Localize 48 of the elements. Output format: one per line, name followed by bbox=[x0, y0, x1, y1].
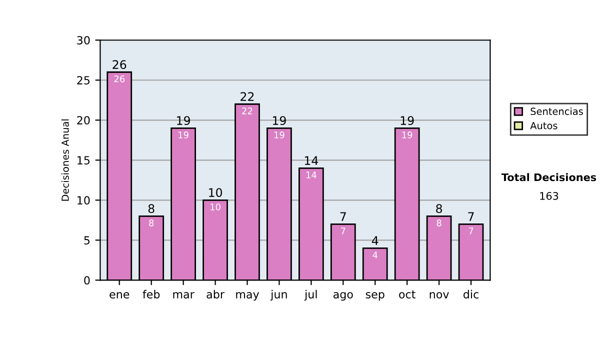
data-label: 8 bbox=[149, 220, 154, 226]
x-tick-label: may bbox=[236, 292, 260, 301]
total-label: 8 bbox=[436, 204, 442, 214]
total-label: 19 bbox=[400, 116, 414, 126]
y-tick-label: 25 bbox=[77, 76, 90, 85]
total-label: 26 bbox=[112, 60, 126, 70]
x-tick-label: abr bbox=[206, 290, 224, 298]
data-label: 19 bbox=[178, 131, 188, 138]
data-label: 10 bbox=[210, 204, 220, 210]
x-tick-label: ago bbox=[333, 292, 353, 301]
y-tick-label: 15 bbox=[78, 156, 90, 165]
x-tick-label: jun bbox=[270, 290, 287, 301]
data-label: 26 bbox=[114, 75, 125, 82]
total-label: 19 bbox=[273, 116, 286, 126]
data-label: 19 bbox=[274, 131, 284, 138]
y-tick-label: 30 bbox=[77, 36, 90, 44]
data-label: 4 bbox=[372, 252, 378, 258]
data-label: 19 bbox=[402, 131, 412, 138]
x-tick-label: nov bbox=[430, 292, 449, 298]
x-tick-label: sep bbox=[366, 292, 384, 301]
x-tick-label: dic bbox=[464, 290, 478, 298]
data-label: 7 bbox=[468, 228, 474, 234]
y-tick-label: 5 bbox=[84, 236, 90, 245]
total-label: 14 bbox=[304, 156, 318, 165]
legend-label: Autos bbox=[530, 122, 558, 130]
total-label: 4 bbox=[372, 236, 378, 245]
data-label: 22 bbox=[242, 107, 252, 114]
text: Total Decisiones bbox=[501, 173, 596, 182]
x-tick-label: feb bbox=[142, 290, 160, 298]
x-tick-label: ene bbox=[110, 292, 130, 298]
text: 163 bbox=[540, 192, 558, 200]
total-label: 7 bbox=[340, 212, 346, 221]
y-tick-label: 0 bbox=[84, 276, 90, 285]
legend-label: Sentencias bbox=[530, 107, 583, 116]
x-tick-label: jul bbox=[304, 290, 317, 301]
total-label: 10 bbox=[209, 188, 222, 198]
total-label: 22 bbox=[240, 92, 254, 101]
y-axis-title: Decisiones Anual bbox=[61, 119, 69, 201]
data-label: 14 bbox=[306, 172, 316, 178]
total-label: 7 bbox=[468, 212, 474, 221]
x-tick-label: mar bbox=[173, 292, 194, 298]
y-tick-label: 20 bbox=[77, 116, 90, 125]
data-label: 8 bbox=[436, 220, 442, 226]
data-label: 7 bbox=[341, 228, 346, 234]
total-label: 19 bbox=[177, 116, 190, 126]
y-tick-label: 10 bbox=[78, 196, 90, 205]
total-label: 8 bbox=[148, 204, 154, 214]
x-tick-label: oct bbox=[399, 290, 416, 298]
